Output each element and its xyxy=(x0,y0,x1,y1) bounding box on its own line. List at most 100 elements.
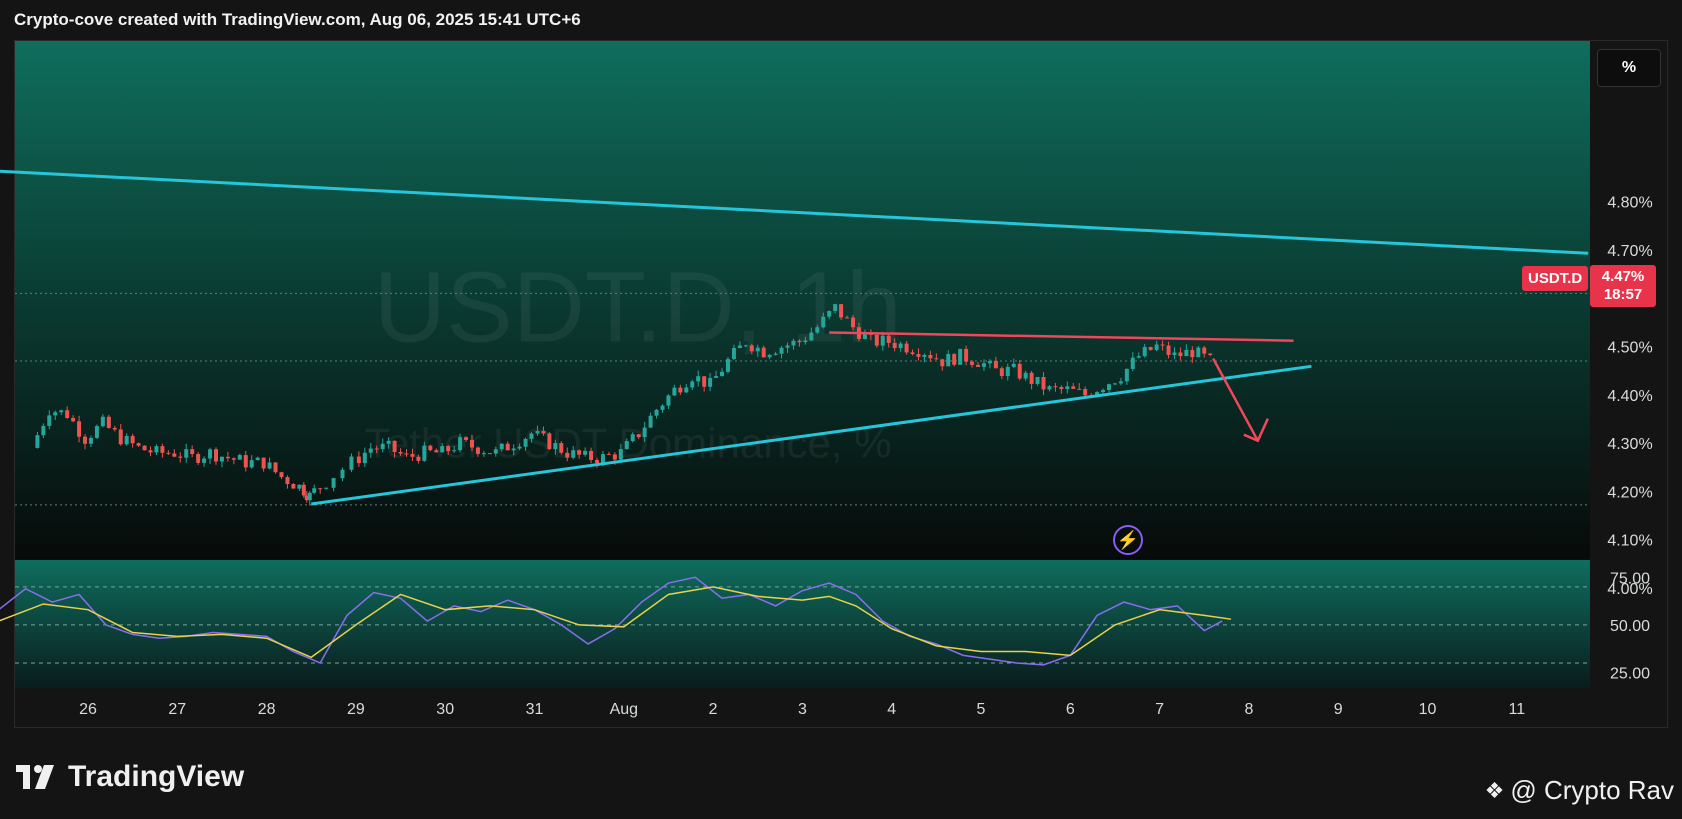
y-axis-tick-label: 4.40% xyxy=(1607,388,1652,405)
candle-body xyxy=(523,438,528,447)
author-name: @ Crypto Rav xyxy=(1510,775,1674,805)
candle-body xyxy=(529,433,534,439)
candle-body xyxy=(422,445,427,461)
candle-body xyxy=(851,317,856,328)
candle-body xyxy=(410,453,415,457)
candle-body xyxy=(1130,357,1135,369)
candle-body xyxy=(636,434,641,438)
candle-body xyxy=(904,343,909,353)
candle-body xyxy=(976,364,981,367)
candle-body xyxy=(1083,389,1088,396)
candle-body xyxy=(35,435,40,448)
candle-body xyxy=(1154,344,1159,350)
candle-body xyxy=(553,443,558,450)
candle-body xyxy=(1202,347,1207,354)
candle-body xyxy=(428,445,433,451)
rsi-line xyxy=(0,576,1223,666)
candle-body xyxy=(1011,363,1016,367)
watermark-symbol: USDT.D, 1h xyxy=(374,252,902,364)
binance-diamond-icon: ❖ xyxy=(1484,777,1505,803)
candle-body xyxy=(297,484,302,489)
candle-body xyxy=(493,449,498,454)
candle-body xyxy=(606,454,611,456)
candle-body xyxy=(213,449,218,462)
candle-body xyxy=(886,335,891,343)
candle-body xyxy=(318,488,323,490)
candle-body xyxy=(743,345,748,347)
candle-body xyxy=(910,352,915,355)
candle-body xyxy=(684,387,689,393)
candle-body xyxy=(791,340,796,346)
candle-body xyxy=(88,437,93,444)
rsi-axis-tick-label: 50.00 xyxy=(1610,618,1650,635)
candle-body xyxy=(291,484,296,489)
candle-body xyxy=(1160,344,1165,346)
candle-body xyxy=(267,462,272,469)
candle-body xyxy=(59,410,64,413)
candle-body xyxy=(583,450,588,455)
candle-body xyxy=(398,452,403,454)
candle-body xyxy=(1166,345,1171,356)
candle-body xyxy=(928,354,933,359)
symbol-label: USDT.D xyxy=(1522,266,1589,291)
x-axis-tick-label: 6 xyxy=(1066,701,1075,718)
candle-body xyxy=(797,340,802,343)
x-axis-tick-label: 2 xyxy=(709,701,718,718)
candle-body xyxy=(243,455,248,468)
candle-body xyxy=(660,405,665,410)
candle-body xyxy=(1118,381,1123,384)
candle-body xyxy=(708,377,713,387)
candle-body xyxy=(1029,372,1034,384)
percent-scale-button[interactable]: % xyxy=(1597,49,1661,87)
candle-body xyxy=(952,354,957,365)
candle-body xyxy=(833,304,838,311)
candle-body xyxy=(1124,368,1129,382)
candle-body xyxy=(499,443,504,450)
bearish-arrow-head xyxy=(1243,418,1269,443)
candle-body xyxy=(678,387,683,393)
candle-body xyxy=(916,354,921,357)
candle-body xyxy=(340,469,345,479)
candle-body xyxy=(112,427,117,430)
candle-body xyxy=(130,435,135,444)
candle-body xyxy=(725,359,730,372)
candle-body xyxy=(624,441,629,450)
candle-body xyxy=(737,345,742,349)
candle-body xyxy=(755,347,760,352)
candle-body xyxy=(47,415,52,426)
lightning-bolt-icon[interactable]: ⚡ xyxy=(1113,525,1143,555)
candle-body xyxy=(190,449,195,455)
candle-body xyxy=(827,310,832,317)
candle-body xyxy=(981,363,986,367)
candle-body xyxy=(1208,353,1213,355)
x-axis-tick-label: Aug xyxy=(610,701,638,718)
candle-body xyxy=(672,387,677,396)
candle-body xyxy=(1148,347,1153,350)
candle-body xyxy=(618,449,623,460)
candle-body xyxy=(434,450,439,453)
candle-body xyxy=(1106,384,1111,390)
x-axis-tick-label: 9 xyxy=(1334,701,1343,718)
rsi-ma-line xyxy=(0,586,1232,659)
candle-body xyxy=(773,353,778,355)
candle-body xyxy=(1101,389,1106,393)
candle-body xyxy=(312,488,317,493)
candle-body xyxy=(1047,386,1052,390)
candle-body xyxy=(71,417,76,422)
candle-body xyxy=(94,426,99,438)
candle-body xyxy=(630,434,635,442)
candle-body xyxy=(273,462,278,473)
x-axis-tick-label: 8 xyxy=(1244,701,1253,718)
candle-body xyxy=(934,358,939,360)
candle-body xyxy=(779,347,784,354)
candle-body xyxy=(301,484,306,496)
candle-body xyxy=(331,478,336,488)
candle-body xyxy=(487,453,492,455)
y-axis-tick-label: 4.20% xyxy=(1607,484,1652,501)
candle-body xyxy=(1065,386,1070,390)
candle-body xyxy=(612,454,617,460)
candle-body xyxy=(307,492,312,501)
candle-body xyxy=(720,371,725,377)
candle-body xyxy=(231,458,236,460)
